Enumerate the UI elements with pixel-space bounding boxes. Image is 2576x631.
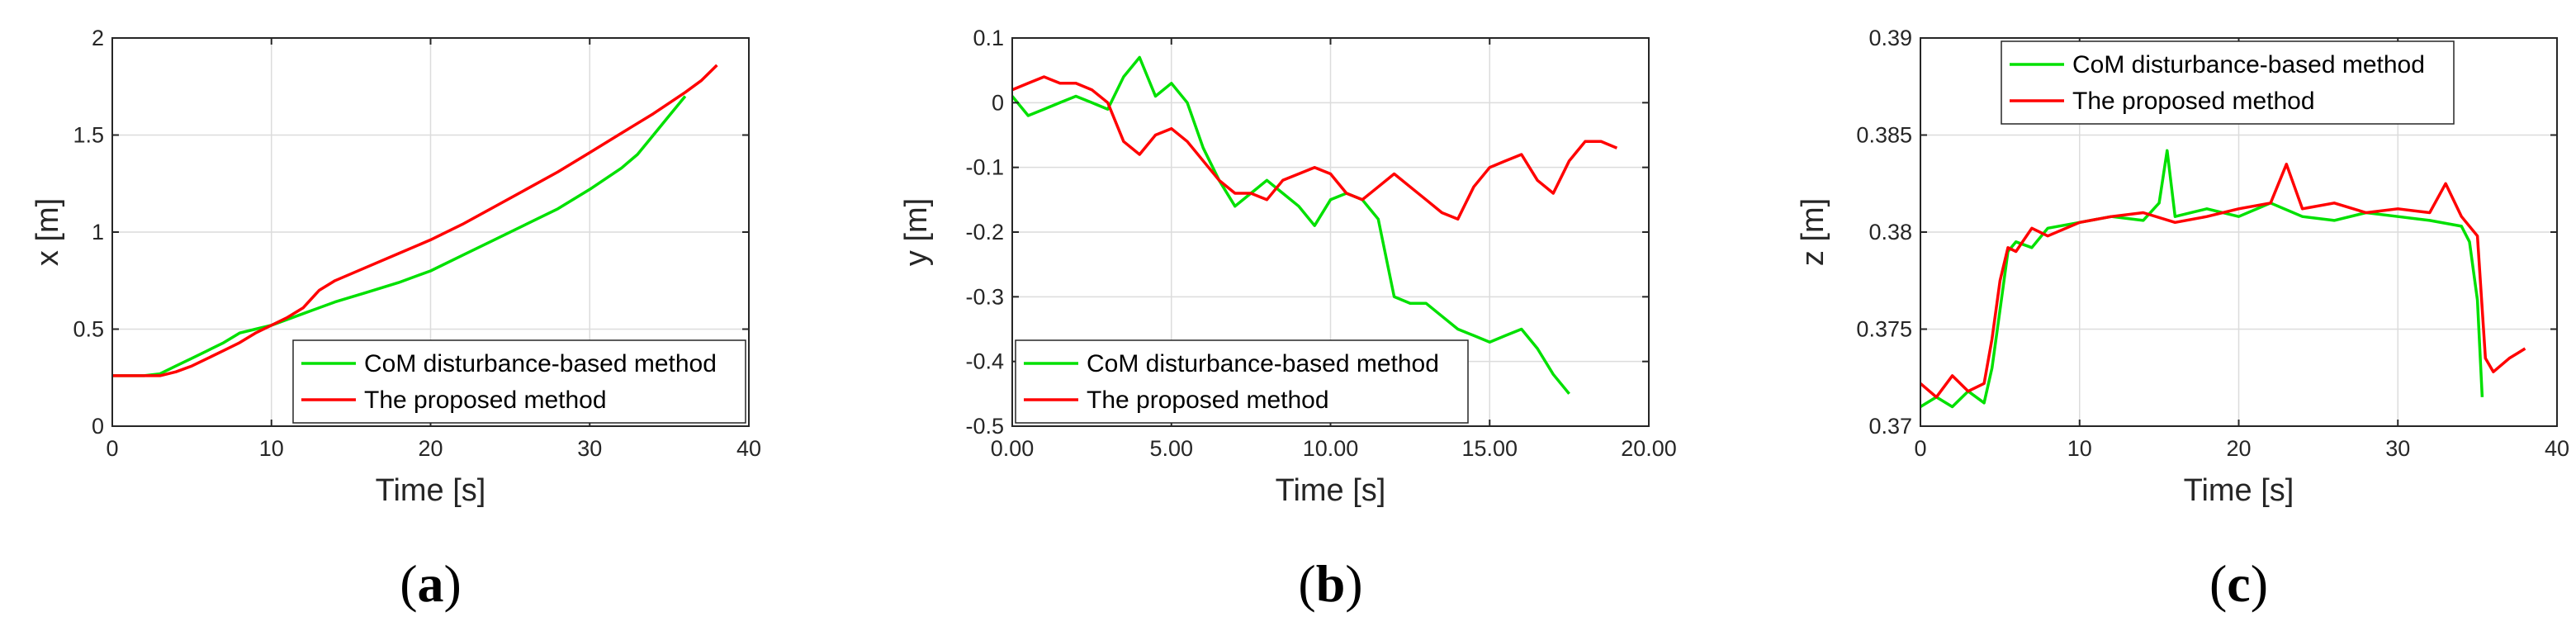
series-line-proposed (1011, 75, 1618, 221)
y-tick-label: -0.5 (965, 414, 1004, 439)
x-tick-label: 10 (259, 436, 284, 461)
y-axis-label: x [m] (31, 198, 65, 266)
x-tick-label: 0.00 (991, 436, 1035, 461)
x-tick-label: 15.00 (1461, 436, 1518, 461)
series-line-com-disturbance (1920, 149, 2484, 409)
y-tick-label: 0.5 (73, 317, 104, 342)
y-tick-label: -0.1 (965, 155, 1004, 180)
y-tick-label: 1 (92, 220, 104, 244)
series-line-com-disturbance (112, 95, 687, 377)
y-tick-label: 0 (92, 414, 104, 439)
y-axis-label: y [m] (899, 198, 934, 266)
y-tick-label: 0 (992, 90, 1004, 115)
panel-letter: c (2227, 554, 2250, 613)
legend-box (292, 339, 746, 424)
panel-c: 0 10 20 30 40 0.37 0.375 0.38 0.385 0.39 Time [s] z… (1796, 26, 2569, 613)
x-tick-label: 5.00 (1149, 436, 1193, 461)
y-tick-label: 0.1 (973, 26, 1004, 50)
x-tick-label: 40 (2545, 436, 2569, 461)
legend-entry: CoM disturbance-based method (364, 350, 717, 377)
y-tick-label: -0.4 (965, 349, 1004, 374)
y-tick-label: 0.37 (1868, 414, 1912, 439)
y-tick-label: 2 (92, 26, 104, 50)
y-tick-label: -0.3 (965, 284, 1004, 309)
legend-entry: The proposed method (1087, 387, 1329, 414)
x-tick-label: 30 (577, 436, 602, 461)
x-axis-label: Time [s] (2184, 473, 2294, 508)
y-tick-label: 0.385 (1856, 123, 1912, 148)
x-axis-label: Time [s] (1276, 473, 1386, 508)
legend: CoM disturbance-based method The proposed… (292, 339, 746, 424)
x-tick-label: 20.00 (1621, 436, 1677, 461)
y-tick-label: 1.5 (73, 123, 104, 148)
series-line-proposed (1919, 163, 2526, 399)
legend: CoM disturbance-based method The proposed… (2001, 40, 2455, 125)
legend-entry: The proposed method (364, 387, 607, 414)
panel-caption: (b) (1298, 554, 1362, 613)
legend-box (2001, 40, 2455, 125)
panel-a: 0 10 20 30 40 0 0.5 1 1.5 2 Time [s] x [m] CoM distu… (31, 26, 761, 613)
x-tick-label: 30 (2385, 436, 2410, 461)
x-tick-label: 0 (1914, 436, 1926, 461)
x-tick-label: 20 (418, 436, 443, 461)
legend-entry: The proposed method (2072, 88, 2315, 115)
legend-entry: CoM disturbance-based method (1087, 350, 1439, 377)
y-tick-label: 0.38 (1868, 220, 1912, 244)
panel-caption: (a) (400, 554, 462, 613)
series-line-com-disturbance (1011, 55, 1570, 395)
panel-b: 0.00 5.00 10.00 15.00 20.00 -0.5 -0.4 -0.3 -0.2 -… (899, 26, 1677, 613)
legend-entry: CoM disturbance-based method (2072, 51, 2425, 78)
x-axis-label: Time [s] (376, 473, 486, 508)
legend-box (1015, 339, 1469, 424)
y-tick-label: 0.375 (1856, 317, 1912, 342)
legend: CoM disturbance-based method The proposed… (1015, 339, 1469, 424)
series-line-proposed (112, 64, 718, 377)
x-tick-label: 20 (2226, 436, 2251, 461)
panel-letter: b (1316, 554, 1346, 613)
x-tick-label: 10 (2067, 436, 2092, 461)
y-tick-label: 0.39 (1868, 26, 1912, 50)
x-tick-label: 0 (106, 436, 118, 461)
x-tick-label: 10.00 (1303, 436, 1359, 461)
x-tick-label: 40 (736, 436, 761, 461)
y-axis-label: z [m] (1796, 198, 1830, 266)
panel-letter: a (418, 554, 444, 613)
y-tick-label: -0.2 (965, 220, 1004, 244)
panel-caption: (c) (2209, 554, 2268, 613)
